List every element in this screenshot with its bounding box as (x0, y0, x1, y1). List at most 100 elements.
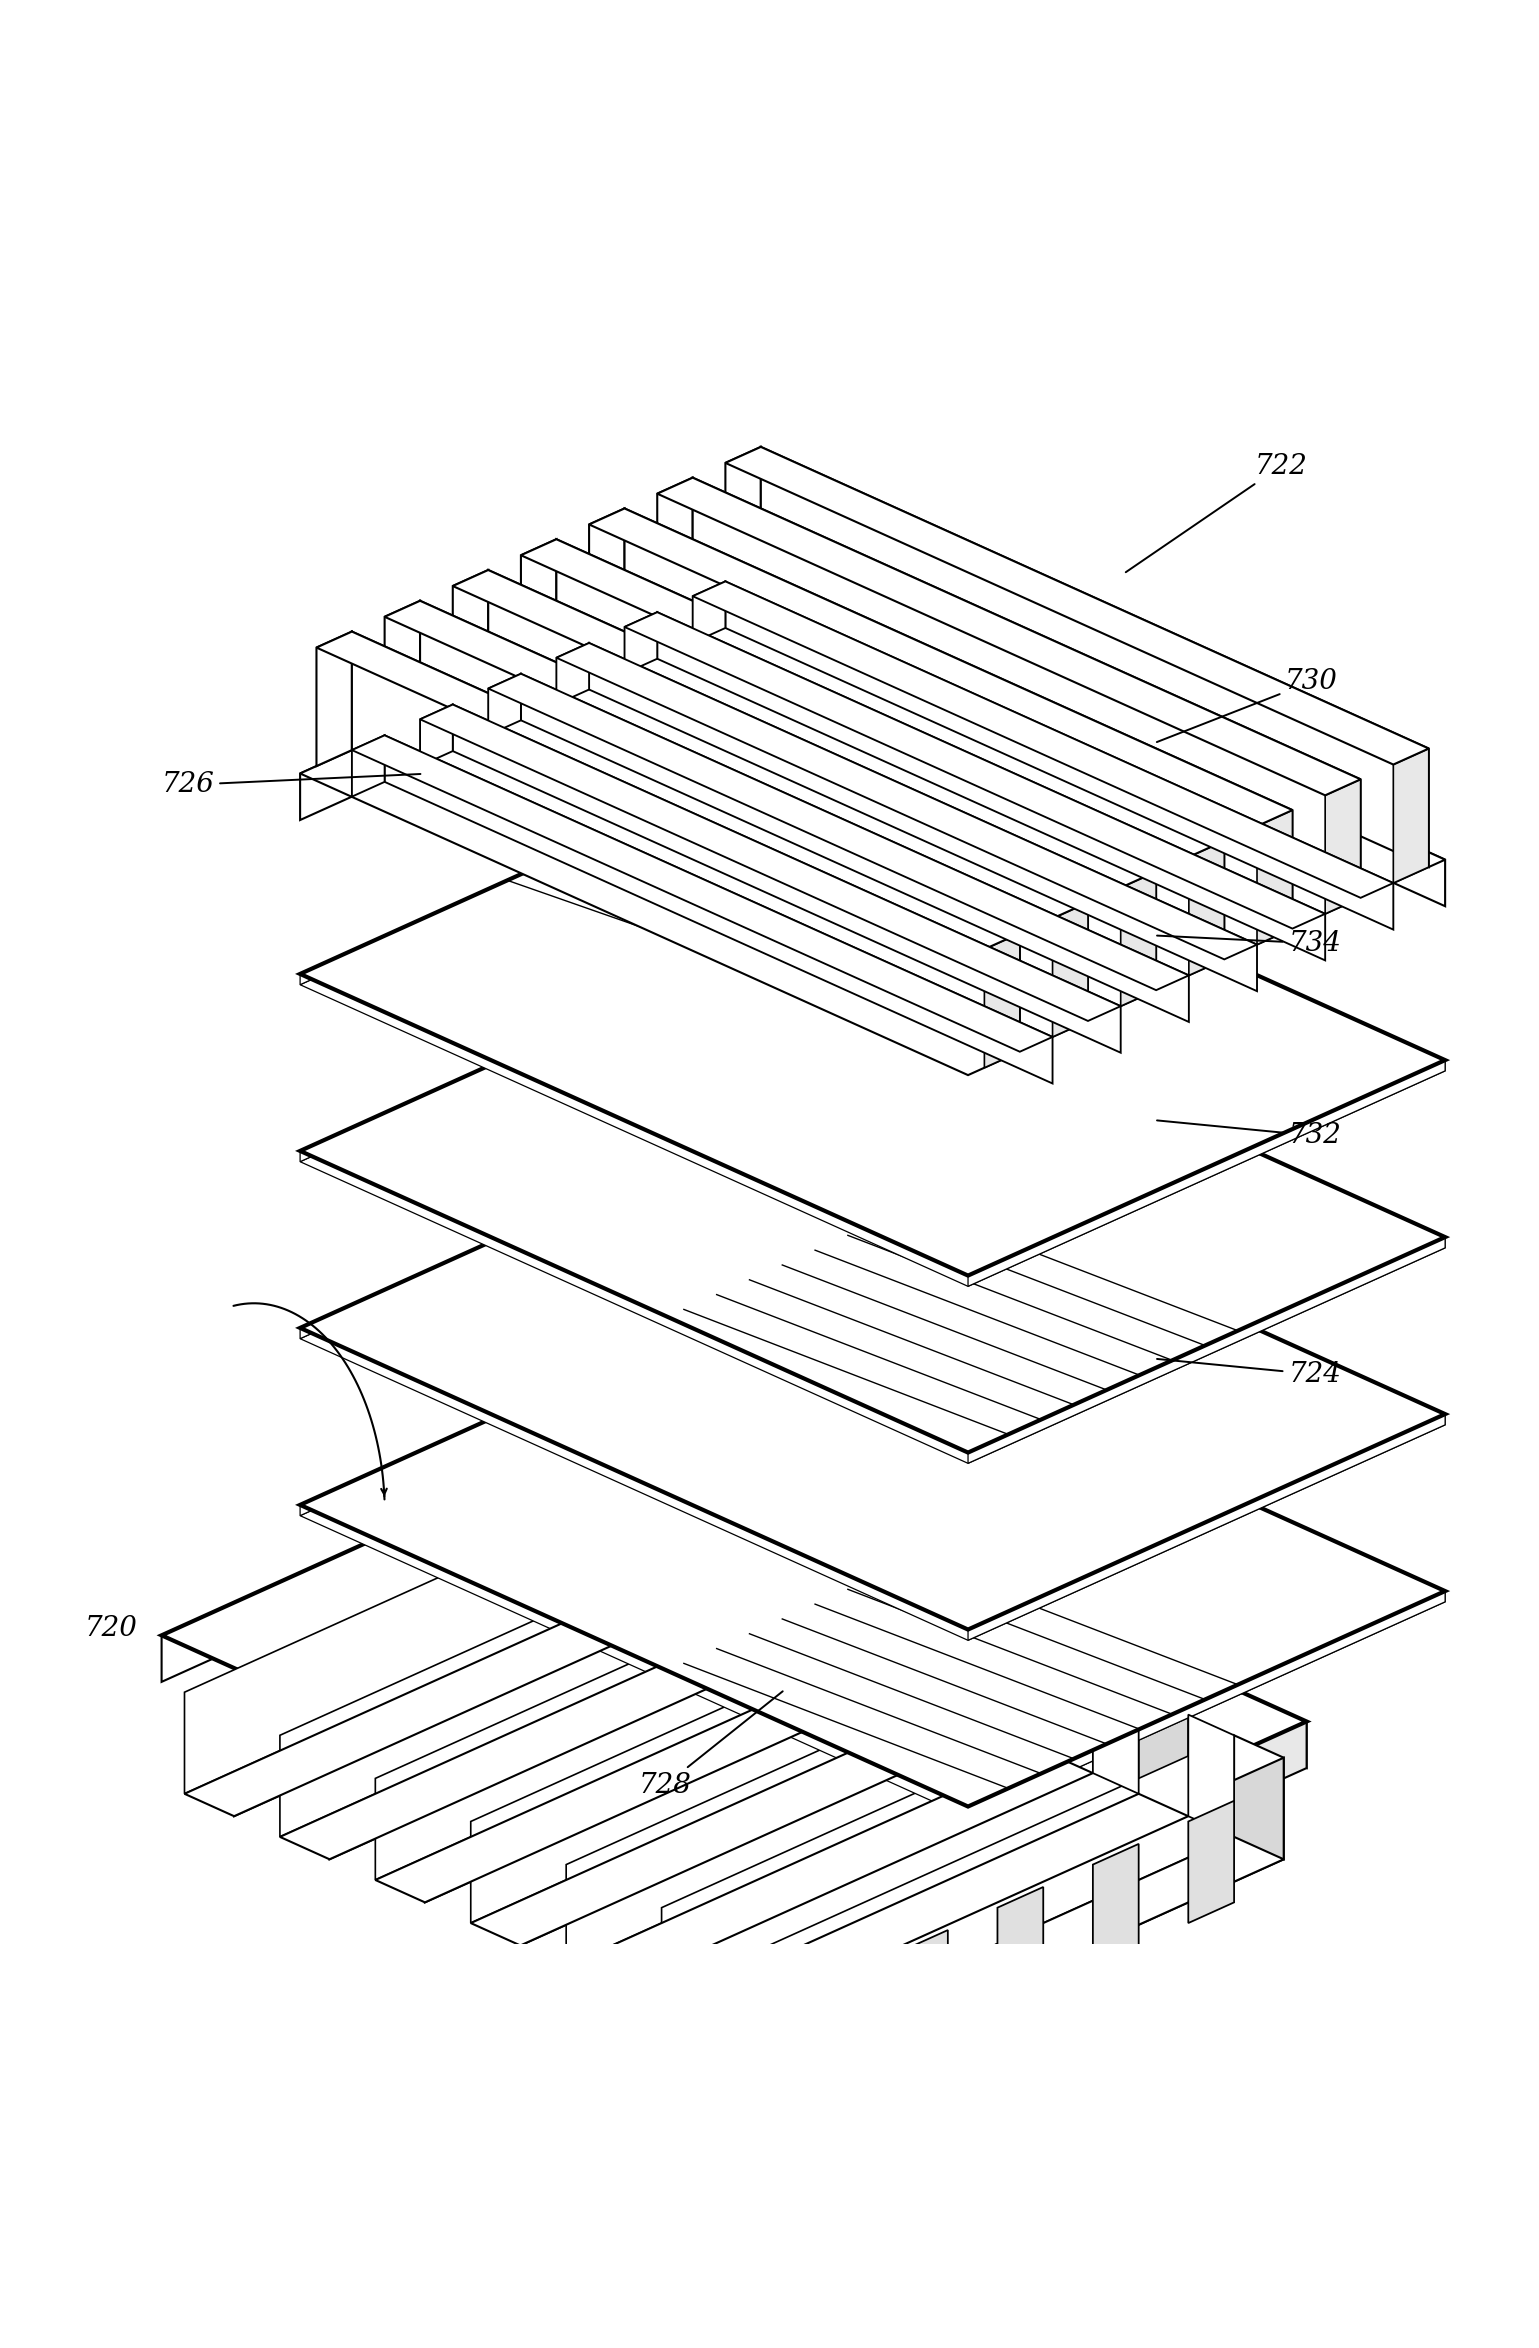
Polygon shape (639, 1421, 1307, 1768)
Polygon shape (693, 582, 725, 643)
Polygon shape (162, 1421, 639, 1681)
Polygon shape (557, 540, 1225, 960)
Polygon shape (376, 1564, 853, 1881)
Polygon shape (757, 1735, 1234, 2052)
Polygon shape (662, 1794, 1188, 2031)
Polygon shape (757, 1519, 806, 1644)
Polygon shape (1188, 1714, 1234, 1836)
Polygon shape (711, 1498, 757, 1622)
Polygon shape (300, 946, 1445, 1463)
Polygon shape (300, 1113, 777, 1338)
Polygon shape (902, 1585, 948, 1707)
Polygon shape (968, 1059, 1445, 1287)
Polygon shape (985, 932, 1020, 1068)
Polygon shape (471, 1707, 997, 1946)
Polygon shape (760, 446, 1428, 866)
Polygon shape (777, 559, 1445, 906)
Polygon shape (162, 1421, 1307, 1937)
Polygon shape (300, 1301, 1445, 1817)
Polygon shape (300, 758, 1445, 1275)
Text: 722: 722 (1125, 453, 1307, 573)
Polygon shape (376, 1665, 902, 1902)
Polygon shape (806, 1972, 853, 2094)
Polygon shape (725, 582, 1393, 930)
Polygon shape (997, 1630, 1043, 1752)
Polygon shape (711, 1714, 1188, 2031)
Polygon shape (806, 1543, 853, 1665)
Polygon shape (300, 1122, 1445, 1641)
Polygon shape (1093, 1672, 1139, 1794)
Polygon shape (185, 1477, 662, 1794)
Polygon shape (589, 643, 1257, 991)
Polygon shape (300, 1113, 1445, 1630)
Polygon shape (662, 1693, 1139, 2010)
Polygon shape (452, 571, 488, 704)
Polygon shape (520, 540, 557, 674)
Polygon shape (452, 704, 1120, 1052)
Polygon shape (662, 1477, 711, 1601)
Polygon shape (657, 477, 1360, 796)
Polygon shape (589, 510, 625, 643)
Polygon shape (557, 643, 1257, 960)
Polygon shape (385, 735, 1053, 1082)
Polygon shape (300, 559, 777, 819)
Text: 732: 732 (1157, 1120, 1340, 1148)
Polygon shape (1188, 1801, 1234, 1923)
Polygon shape (757, 1836, 1284, 2076)
Polygon shape (420, 704, 452, 765)
Text: 734: 734 (1157, 930, 1340, 958)
Polygon shape (777, 1113, 1445, 1425)
Polygon shape (352, 735, 1053, 1052)
Polygon shape (968, 1413, 1445, 1641)
Polygon shape (420, 704, 1120, 1021)
Text: 728: 728 (639, 1691, 783, 1799)
Polygon shape (300, 559, 1445, 1075)
Polygon shape (1120, 871, 1156, 1007)
Polygon shape (300, 1289, 1445, 1806)
Polygon shape (997, 1888, 1043, 2010)
Polygon shape (1043, 1648, 1093, 1773)
Polygon shape (557, 643, 589, 704)
Polygon shape (657, 613, 1325, 960)
Polygon shape (725, 446, 760, 582)
Polygon shape (566, 1648, 1043, 1965)
Polygon shape (452, 571, 1156, 888)
Polygon shape (488, 674, 520, 735)
Polygon shape (300, 758, 777, 984)
Polygon shape (329, 1543, 806, 1860)
Polygon shape (1234, 1735, 1284, 1860)
Polygon shape (616, 1672, 1093, 1989)
Text: 724: 724 (1157, 1359, 1340, 1388)
Polygon shape (1093, 1843, 1139, 1965)
Polygon shape (520, 540, 1225, 857)
Polygon shape (317, 632, 352, 765)
Polygon shape (1257, 810, 1293, 944)
Polygon shape (280, 1519, 757, 1836)
Polygon shape (589, 510, 1293, 826)
Polygon shape (471, 1606, 948, 1923)
Polygon shape (425, 1585, 902, 1902)
Polygon shape (777, 758, 1445, 1071)
Polygon shape (725, 446, 1428, 765)
Polygon shape (1188, 841, 1225, 974)
Polygon shape (693, 582, 1393, 897)
Polygon shape (300, 1289, 777, 1517)
Polygon shape (853, 1564, 902, 1686)
Polygon shape (806, 1759, 1284, 2076)
Polygon shape (352, 632, 1020, 1052)
Polygon shape (968, 1237, 1445, 1463)
Text: 730: 730 (1157, 669, 1337, 742)
Polygon shape (902, 1930, 948, 2052)
Polygon shape (777, 935, 1445, 1247)
Polygon shape (234, 1498, 711, 1817)
Polygon shape (280, 1622, 806, 1860)
Polygon shape (488, 674, 1188, 991)
Polygon shape (1325, 780, 1360, 913)
Text: 720: 720 (85, 1615, 137, 1641)
Polygon shape (566, 1752, 1093, 1989)
Polygon shape (693, 477, 1360, 897)
Polygon shape (711, 2017, 757, 2139)
Polygon shape (185, 1578, 711, 1817)
Polygon shape (1053, 902, 1088, 1038)
Polygon shape (300, 770, 1445, 1287)
